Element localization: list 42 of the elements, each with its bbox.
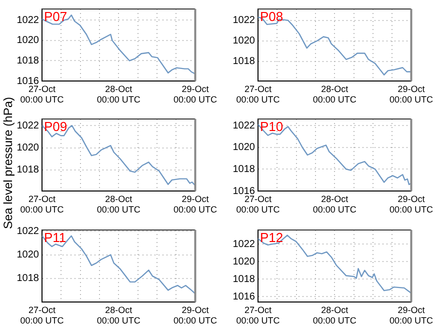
chart-title: P08 xyxy=(260,9,284,24)
y-tick-label: 1020 xyxy=(232,256,256,268)
y-tick-label: 1016 xyxy=(232,291,256,302)
y-tick-label: 1020 xyxy=(232,36,256,47)
y-tick-label: 1022 xyxy=(16,120,40,132)
x-tick-label: 27-Oct 00:00 UTC xyxy=(236,304,280,326)
y-tick-label: 1022 xyxy=(16,226,40,237)
y-tick-label: 1022 xyxy=(232,238,256,250)
x-tick-label: 28-Oct 00:00 UTC xyxy=(96,304,141,326)
y-tick-label: 1018 xyxy=(232,274,256,285)
y-tick-label: 1020 xyxy=(16,250,40,261)
x-tick-label: 28-Oct 00:00 UTC xyxy=(96,84,141,105)
y-tick-label: 1018 xyxy=(16,273,40,284)
y-tick-label: 1018 xyxy=(232,164,256,175)
chart-title: P10 xyxy=(260,119,284,134)
x-tick-label: 29-Oct 00:00 UTC xyxy=(173,194,218,215)
y-tick-label: 1022 xyxy=(232,120,256,132)
x-tick-label: 27-Oct 00:00 UTC xyxy=(20,304,64,326)
x-tick-label: 27-Oct 00:00 UTC xyxy=(236,84,280,105)
x-tick-label: 29-Oct 00:00 UTC xyxy=(173,304,218,326)
x-tick-label: 28-Oct 00:00 UTC xyxy=(312,304,357,326)
y-axis-title: Sea level pressure (hPa) xyxy=(1,96,15,230)
chart-title: P07 xyxy=(44,9,68,24)
x-tick-label: 28-Oct 00:00 UTC xyxy=(312,194,357,215)
x-tick-label: 29-Oct 00:00 UTC xyxy=(389,194,434,215)
y-tick-label: 1020 xyxy=(16,35,40,46)
y-tick-label: 1018 xyxy=(232,56,256,68)
y-tick-label: 1022 xyxy=(16,14,40,26)
chart-title: P09 xyxy=(44,119,68,134)
y-tick-label: 1022 xyxy=(232,15,256,26)
x-tick-label: 29-Oct 00:00 UTC xyxy=(173,84,218,105)
x-tick-label: 28-Oct 00:00 UTC xyxy=(312,84,357,105)
chart-title: P12 xyxy=(260,230,284,246)
x-tick-label: 28-Oct 00:00 UTC xyxy=(96,194,141,215)
x-tick-label: 27-Oct 00:00 UTC xyxy=(20,194,64,215)
y-tick-label: 1018 xyxy=(16,164,40,176)
chart-title: P11 xyxy=(44,230,66,246)
x-tick-label: 29-Oct 00:00 UTC xyxy=(389,84,434,105)
y-tick-label: 1020 xyxy=(232,142,256,154)
y-tick-label: 1020 xyxy=(16,142,40,154)
x-tick-label: 29-Oct 00:00 UTC xyxy=(389,304,434,326)
y-tick-label: 1018 xyxy=(16,55,40,66)
